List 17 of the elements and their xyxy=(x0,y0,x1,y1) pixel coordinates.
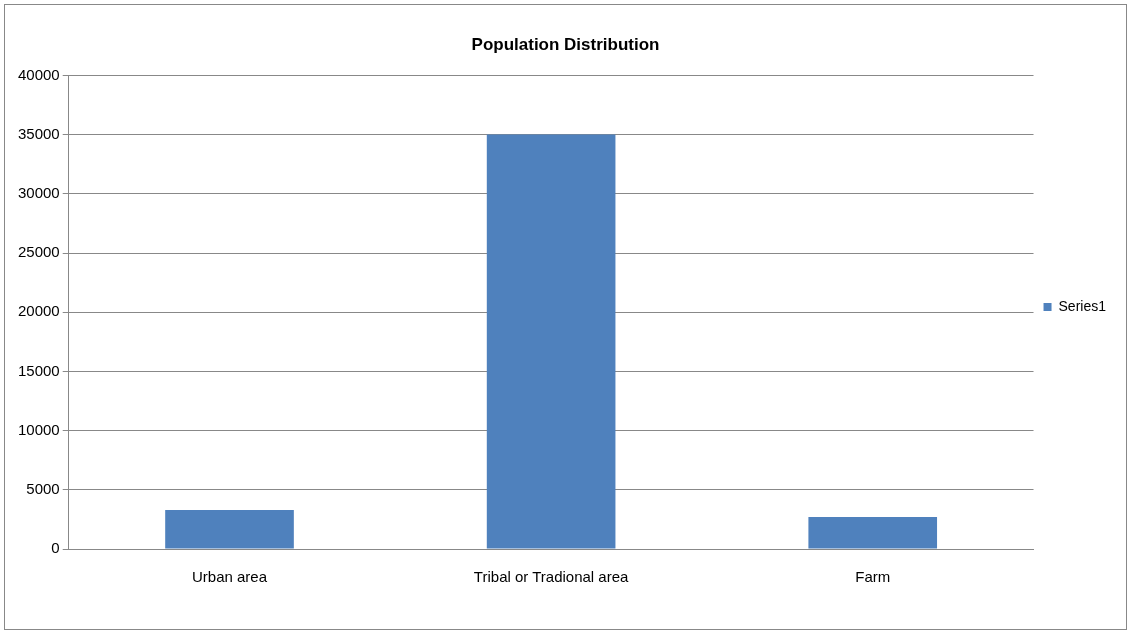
legend-label: Series1 xyxy=(1058,297,1107,314)
y-tick-label: 10000 xyxy=(17,420,60,438)
y-tick-label: 5000 xyxy=(26,479,60,497)
y-tick-label: 25000 xyxy=(17,243,60,261)
x-tick-label: Tribal or Tradional area xyxy=(473,568,630,586)
bar xyxy=(808,517,938,549)
y-tick-label: 35000 xyxy=(17,124,60,142)
y-tick-label: 0 xyxy=(51,539,60,557)
bar xyxy=(486,134,616,549)
x-tick-label: Farm xyxy=(855,568,891,586)
y-tick-label: 15000 xyxy=(17,361,60,379)
chart-title: Population Distribution xyxy=(471,34,660,54)
y-tick-label: 20000 xyxy=(17,302,60,320)
bar xyxy=(165,509,294,549)
y-tick-label: 40000 xyxy=(17,65,60,83)
x-tick-label: Urban area xyxy=(191,568,268,586)
y-tick-label: 30000 xyxy=(17,183,60,201)
